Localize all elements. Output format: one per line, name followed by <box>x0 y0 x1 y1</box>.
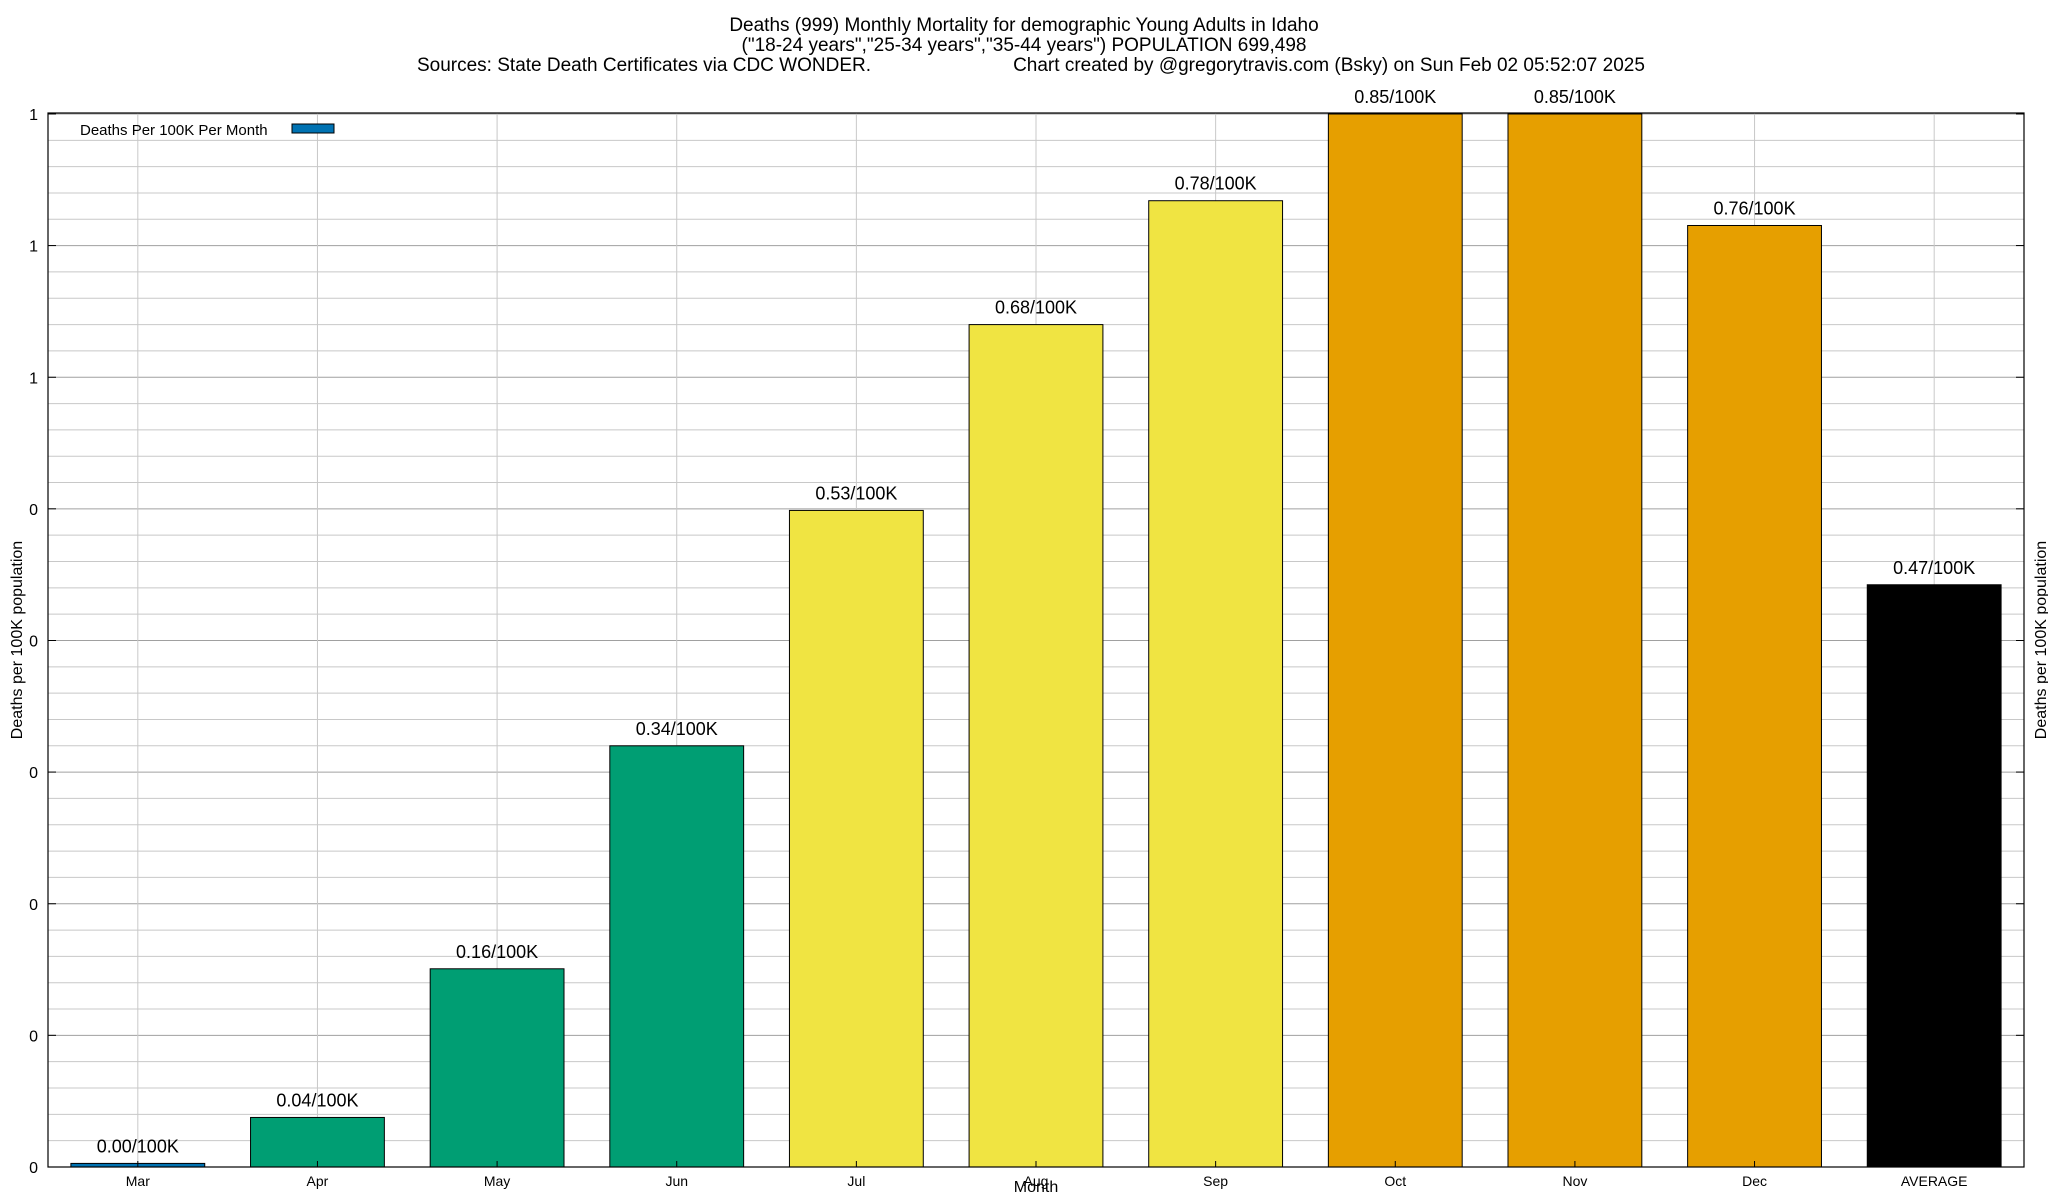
bar-may <box>429 968 565 1168</box>
bar-jul <box>788 509 924 1168</box>
y-tick-label: 0 <box>29 502 38 519</box>
y2-axis-label: Deaths per 100K population <box>2033 541 2048 739</box>
y-tick-label: 0 <box>29 1028 38 1045</box>
y-tick-label: 1 <box>29 239 38 256</box>
bars <box>70 113 2002 1168</box>
x-tick-label: Mar <box>126 1173 150 1189</box>
bar-value-label: 0.85/100K <box>1534 87 1616 107</box>
y-axis-ticks: 0 0 0 0 0 0 1 1 1 <box>29 107 2024 1177</box>
chart-subtitle: ("18-24 years","25-34 years","35-44 year… <box>742 35 1307 56</box>
bar-nov <box>1507 113 1643 1168</box>
bar-value-label: 0.76/100K <box>1714 198 1796 218</box>
y-tick-label: 1 <box>29 107 38 124</box>
bar-oct <box>1327 113 1463 1168</box>
x-axis-ticks: Mar Apr May Jun Jul Aug Sep Oct Nov Dec AVERAGE <box>126 1161 1968 1189</box>
y-tick-label: 0 <box>29 897 38 914</box>
x-tick-label: Aug <box>1024 1173 1049 1189</box>
bar-sep <box>1148 200 1284 1168</box>
x-tick-label: Sep <box>1203 1173 1228 1189</box>
chart-sources: Sources: State Death Certificates via CD… <box>417 55 871 76</box>
x-tick-label: Jun <box>665 1173 688 1189</box>
bar-value-label: 0.47/100K <box>1893 558 1975 578</box>
legend-entry-swatch <box>291 123 335 134</box>
bar-value-label: 0.85/100K <box>1354 87 1436 107</box>
chart-title: Deaths (999) Monthly Mortality for demog… <box>729 15 1318 36</box>
legend-entry-label: Deaths Per 100K Per Month <box>80 122 268 139</box>
bar-value-label: 0.78/100K <box>1175 174 1257 194</box>
x-tick-label: Nov <box>1562 1173 1587 1189</box>
title-group: Deaths (999) Monthly Mortality for demog… <box>417 15 1645 76</box>
bar-value-label: 0.68/100K <box>995 298 1077 318</box>
bar-value-label: 0.16/100K <box>456 942 538 962</box>
bar-aug <box>968 324 1104 1168</box>
x-tick-label: Jul <box>847 1173 865 1189</box>
chart-credit: Chart created by @gregorytravis.com (Bsk… <box>1013 55 1645 76</box>
y-tick-label: 0 <box>29 634 38 651</box>
y-tick-label: 0 <box>29 765 38 782</box>
y-tick-label: 0 <box>29 1160 38 1177</box>
bar-apr <box>250 1116 385 1168</box>
legend: Deaths Per 100K Per Month <box>80 122 335 139</box>
bar-value-label: 0.53/100K <box>815 483 897 503</box>
x-axis-label: Month <box>1014 1179 1058 1196</box>
y-axis-label: Deaths per 100K population <box>9 541 26 739</box>
bar-value-label: 0.00/100K <box>97 1136 179 1156</box>
bar-labels: 0.00/100K 0.04/100K 0.16/100K 0.34/100K 0.53… <box>97 87 1975 1156</box>
bar-value-label: 0.34/100K <box>636 719 718 739</box>
x-tick-label: Apr <box>307 1173 329 1189</box>
x-tick-label: Dec <box>1742 1173 1767 1189</box>
x-tick-label: Oct <box>1384 1173 1406 1189</box>
bar-dec <box>1687 224 1822 1168</box>
x-tick-label: AVERAGE <box>1901 1173 1968 1189</box>
bar-jun <box>609 745 745 1168</box>
x-tick-label: May <box>484 1173 510 1189</box>
bar-value-label: 0.04/100K <box>276 1090 358 1110</box>
y-tick-label: 1 <box>29 370 38 387</box>
bar-average <box>1866 584 2002 1168</box>
